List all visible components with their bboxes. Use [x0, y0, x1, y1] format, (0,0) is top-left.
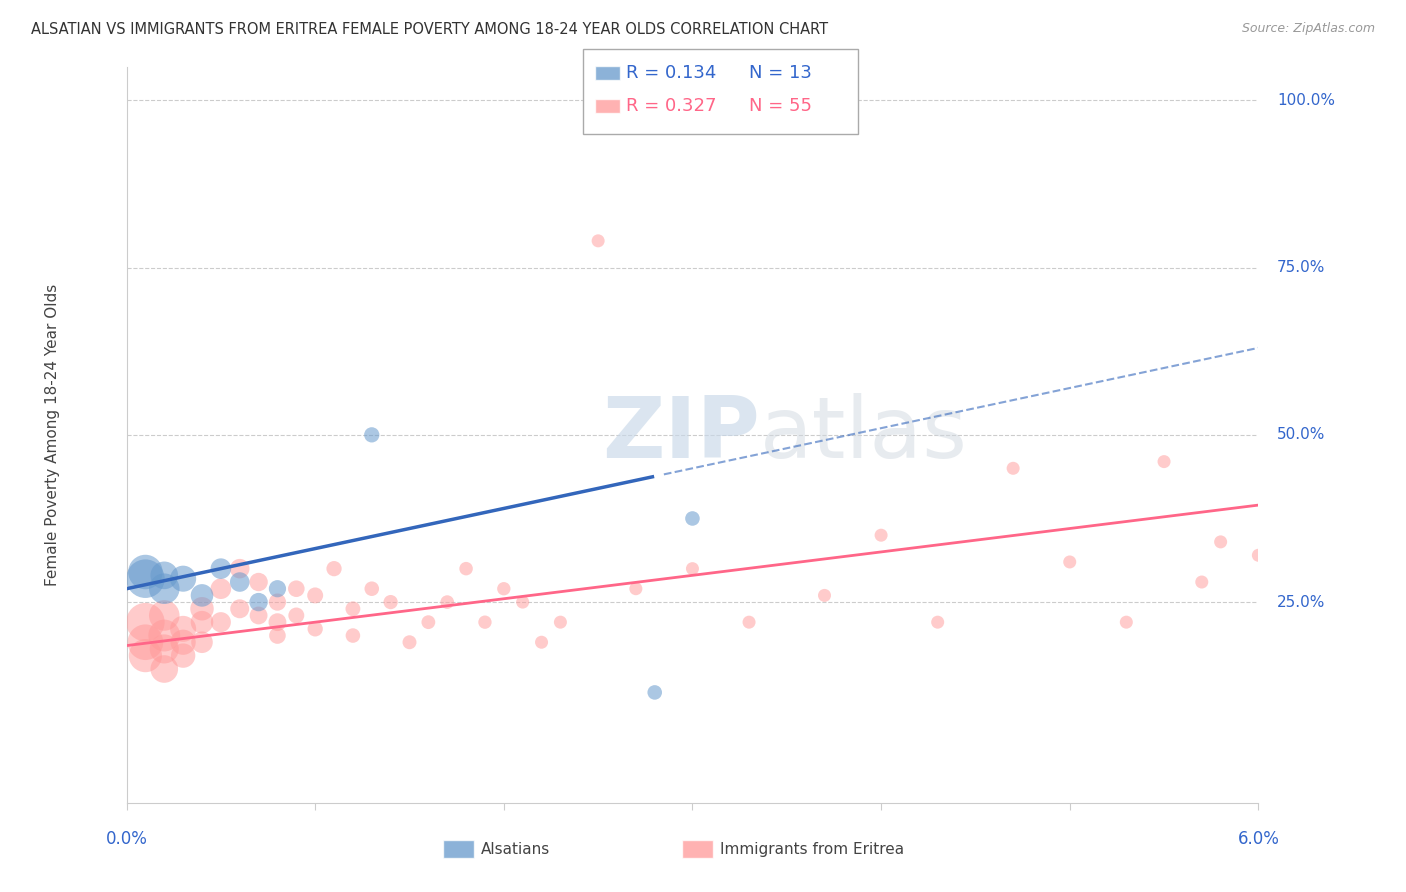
Point: [456, 562, 478, 576]
Point: [134, 615, 156, 630]
Text: Alsatians: Alsatians: [481, 842, 550, 856]
Text: Female Poverty Among 18-24 Year Olds: Female Poverty Among 18-24 Year Olds: [45, 284, 60, 586]
Point: [266, 615, 288, 630]
Point: [191, 615, 214, 630]
Point: [153, 568, 176, 582]
Point: [323, 562, 346, 576]
Text: N = 13: N = 13: [749, 64, 813, 82]
Text: 0.0%: 0.0%: [105, 830, 148, 847]
Point: [285, 608, 308, 623]
Point: [870, 528, 893, 542]
Point: [624, 582, 647, 596]
Point: [342, 601, 364, 615]
Text: 75.0%: 75.0%: [1277, 260, 1326, 275]
Text: 50.0%: 50.0%: [1277, 427, 1326, 442]
Point: [134, 572, 156, 586]
Point: [266, 582, 288, 596]
Point: [813, 589, 835, 603]
Point: [1191, 574, 1213, 589]
Point: [134, 565, 156, 579]
Text: 100.0%: 100.0%: [1277, 93, 1336, 108]
Point: [682, 511, 704, 525]
Point: [172, 572, 194, 586]
Point: [134, 648, 156, 663]
Point: [134, 635, 156, 649]
Point: [530, 635, 553, 649]
Point: [682, 562, 704, 576]
Point: [550, 615, 572, 630]
Text: R = 0.134: R = 0.134: [626, 64, 716, 82]
Point: [304, 622, 326, 636]
Text: 6.0%: 6.0%: [1237, 830, 1279, 847]
Point: [153, 608, 176, 623]
Point: [1115, 615, 1137, 630]
Point: [738, 615, 761, 630]
Point: [153, 582, 176, 596]
Point: [247, 574, 270, 589]
Point: [191, 635, 214, 649]
Point: [247, 595, 270, 609]
Point: [228, 601, 252, 615]
Point: [209, 562, 232, 576]
Point: [360, 582, 382, 596]
Point: [644, 685, 666, 699]
Text: atlas: atlas: [761, 393, 969, 476]
Point: [398, 635, 420, 649]
Point: [474, 615, 496, 630]
Point: [266, 628, 288, 642]
Point: [1265, 482, 1288, 496]
Point: [172, 635, 194, 649]
Text: Immigrants from Eritrea: Immigrants from Eritrea: [720, 842, 904, 856]
Text: N = 55: N = 55: [749, 97, 813, 115]
Text: 25.0%: 25.0%: [1277, 595, 1326, 609]
Point: [586, 234, 609, 248]
Point: [172, 622, 194, 636]
Point: [153, 662, 176, 676]
Point: [1002, 461, 1025, 475]
Point: [512, 595, 534, 609]
Point: [191, 601, 214, 615]
Point: [172, 648, 194, 663]
Point: [228, 562, 252, 576]
Text: R = 0.327: R = 0.327: [626, 97, 716, 115]
Point: [266, 595, 288, 609]
Point: [380, 595, 402, 609]
Text: ALSATIAN VS IMMIGRANTS FROM ERITREA FEMALE POVERTY AMONG 18-24 YEAR OLDS CORRELA: ALSATIAN VS IMMIGRANTS FROM ERITREA FEMA…: [31, 22, 828, 37]
Point: [360, 427, 382, 442]
Point: [209, 615, 232, 630]
Point: [153, 628, 176, 642]
Point: [285, 582, 308, 596]
Point: [418, 615, 440, 630]
Point: [304, 589, 326, 603]
Text: Source: ZipAtlas.com: Source: ZipAtlas.com: [1241, 22, 1375, 36]
Text: ZIP: ZIP: [602, 393, 759, 476]
Point: [247, 608, 270, 623]
Point: [927, 615, 949, 630]
Point: [492, 582, 515, 596]
Point: [1153, 454, 1175, 469]
Point: [228, 574, 252, 589]
Point: [1059, 555, 1081, 569]
Point: [153, 642, 176, 657]
Point: [1247, 548, 1270, 563]
Point: [342, 628, 364, 642]
Point: [209, 582, 232, 596]
Point: [191, 589, 214, 603]
Point: [1209, 534, 1232, 549]
Point: [436, 595, 458, 609]
